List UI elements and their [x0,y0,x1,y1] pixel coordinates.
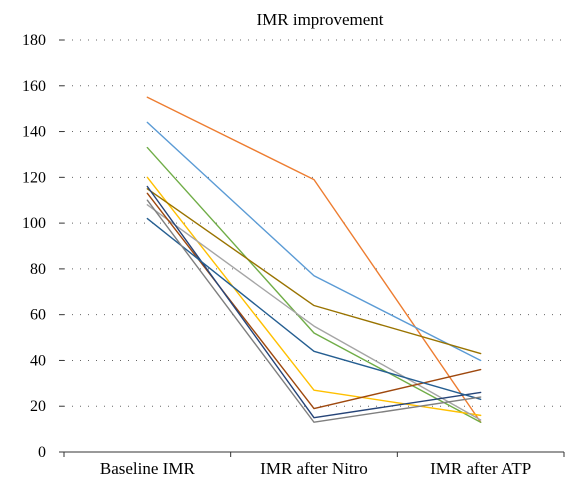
series-line-1 [146,96,482,423]
y-tick-label: 0 [38,444,46,461]
series-line-9 [146,217,482,401]
y-tick-label: 100 [22,215,46,232]
series-line-4 [146,176,482,417]
series-line-3 [146,146,482,423]
y-tick-label: 40 [30,352,46,369]
x-category-label: IMR after Nitro [260,459,368,478]
y-tick-label: 60 [30,307,46,324]
y-tick-label: 180 [22,32,46,49]
series-line-7 [146,192,482,410]
series-line-6 [146,204,482,421]
y-tick-label: 80 [30,261,46,278]
y-tick-label: 140 [22,124,46,141]
y-tick-label: 120 [22,169,46,186]
series-line-10 [146,199,482,423]
chart-title: IMR improvement [256,10,383,29]
x-category-label: Baseline IMR [100,459,196,478]
series-line-2 [146,121,482,362]
y-tick-label: 20 [30,398,46,415]
series-layer [146,96,482,423]
y-tick-label: 160 [22,78,46,95]
x-category-label: IMR after ATP [430,459,531,478]
series-line-8 [146,185,482,419]
series-line-5 [146,188,482,355]
axis-layer: 0 20 40 60 80 100 120 140 160 180 Baseline IMR IMR … [22,32,565,478]
